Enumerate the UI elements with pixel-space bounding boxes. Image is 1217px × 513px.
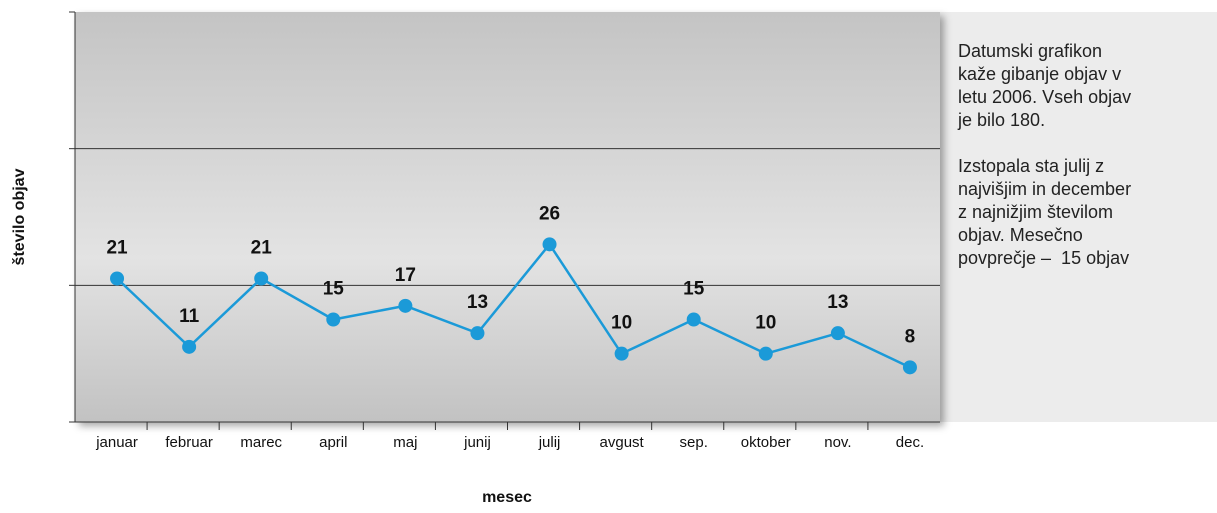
x-tick-label: februar xyxy=(165,434,213,451)
data-label: 15 xyxy=(683,279,705,300)
data-label: 10 xyxy=(755,313,776,334)
x-axis-title: mesec xyxy=(482,489,532,506)
annotation-line: Datumski grafikon xyxy=(958,41,1103,61)
annotation-box: Datumski grafikon kaže gibanje objav v let… xyxy=(958,40,1213,293)
data-label: 13 xyxy=(827,292,848,313)
data-point xyxy=(830,326,845,341)
data-label: 21 xyxy=(106,238,128,259)
annotation-line: povprečje – 15 objav xyxy=(958,248,1130,268)
data-point xyxy=(542,237,557,252)
x-tick-label: maj xyxy=(393,434,417,451)
data-label: 8 xyxy=(905,326,916,347)
data-point xyxy=(398,298,413,313)
side-panel xyxy=(940,12,1217,422)
x-tick-label: marec xyxy=(240,434,282,451)
data-label: 10 xyxy=(611,313,632,334)
data-point xyxy=(110,271,125,286)
data-label: 15 xyxy=(323,279,345,300)
x-tick-label: nov. xyxy=(824,434,851,451)
data-label: 13 xyxy=(467,292,488,313)
x-tick-label: april xyxy=(319,434,347,451)
data-point xyxy=(182,339,197,354)
annotation-line: kaže gibanje objav v xyxy=(958,64,1122,84)
annotation-paragraph: Datumski grafikon kaže gibanje objav v let… xyxy=(958,40,1213,132)
x-tick-label: julij xyxy=(538,434,561,451)
x-tick-label: sep. xyxy=(680,434,708,451)
data-point xyxy=(614,346,629,361)
x-tick-label: januar xyxy=(95,434,138,451)
y-axis-title: število objav xyxy=(11,168,28,265)
plot-area xyxy=(75,12,940,422)
x-tick-label: dec. xyxy=(896,434,924,451)
x-tick-label: avgust xyxy=(600,434,645,451)
annotation-line: Izstopala sta julij z xyxy=(958,156,1105,176)
data-point xyxy=(758,346,773,361)
annotation-line: letu 2006. Vseh objav xyxy=(958,87,1132,107)
data-point xyxy=(470,326,485,341)
data-label: 17 xyxy=(395,265,416,286)
data-point xyxy=(902,360,917,375)
annotation-line: najvišjim in december xyxy=(958,179,1132,199)
data-point xyxy=(326,312,341,327)
annotation-line: z najnižjim številom xyxy=(958,202,1114,222)
annotation-line: je bilo 180. xyxy=(958,110,1046,130)
x-tick-label: junij xyxy=(463,434,491,451)
annotation-line: objav. Mesečno xyxy=(958,225,1083,245)
data-label: 21 xyxy=(251,238,273,259)
annotation-paragraph: Izstopala sta julij z najvišjim in decemb… xyxy=(958,155,1213,270)
x-tick-label: oktober xyxy=(741,434,791,451)
data-point xyxy=(686,312,701,327)
data-label: 11 xyxy=(179,306,200,327)
data-label: 26 xyxy=(539,203,560,224)
series-line xyxy=(116,242,911,369)
data-point xyxy=(254,271,269,286)
